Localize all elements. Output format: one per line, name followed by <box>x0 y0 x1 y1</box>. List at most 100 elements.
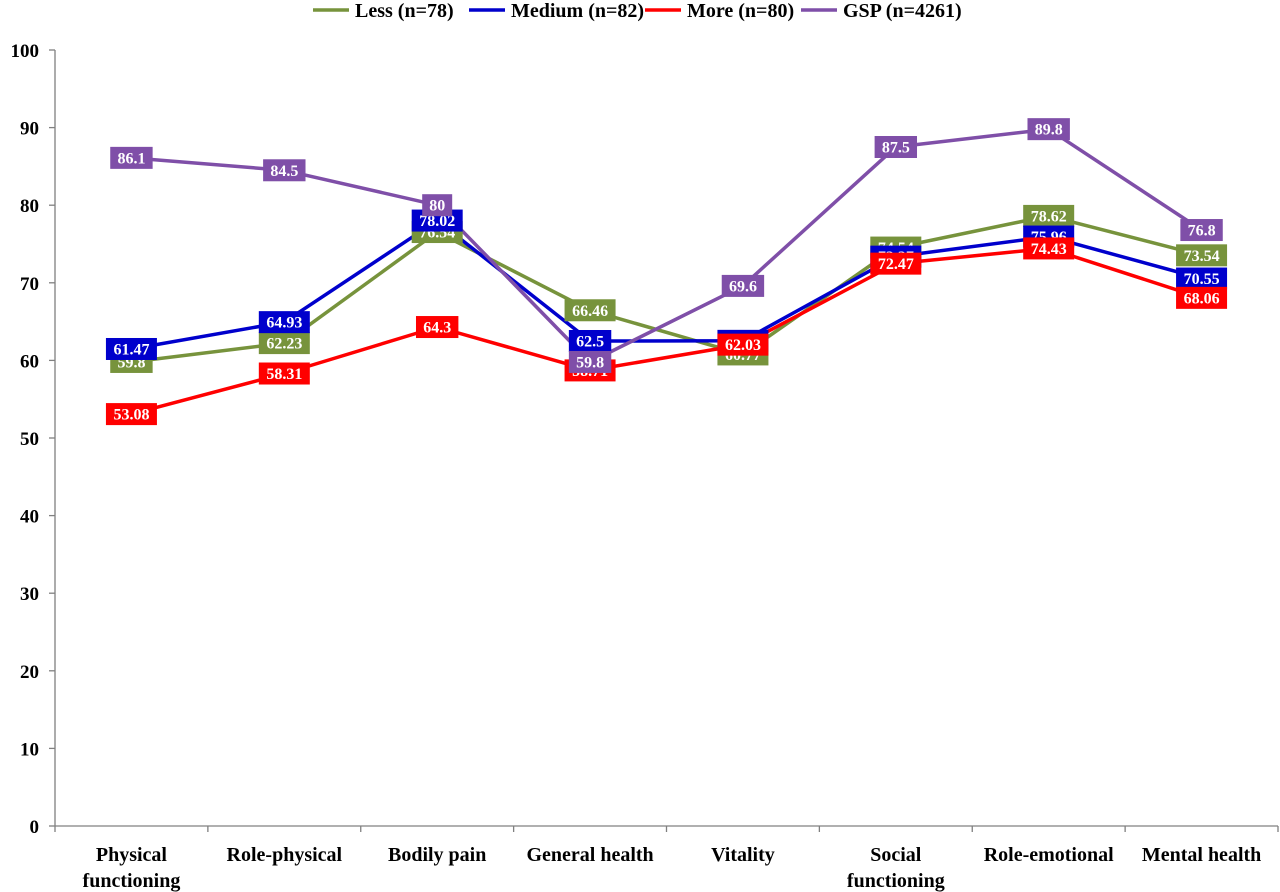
data-label-text: 89.8 <box>1035 122 1063 139</box>
data-label-box <box>422 194 453 217</box>
y-tick-label: 80 <box>20 196 39 217</box>
data-label-box <box>568 330 612 352</box>
data-label-text: 64.3 <box>423 320 451 337</box>
data-label: 84.5 <box>263 159 306 182</box>
data-label: 76.8 <box>1180 219 1223 242</box>
legend-item-less-n-78: Less (n=78) <box>313 0 454 22</box>
data-label: 89.8 <box>1027 118 1070 141</box>
data-label-box <box>1180 219 1223 242</box>
data-label-text: 53.08 <box>113 407 149 424</box>
legend-item-more-n-80: More (n=80) <box>645 0 794 22</box>
data-label-text: 87.5 <box>882 140 910 157</box>
data-label-box <box>568 350 612 373</box>
y-tick-label: 60 <box>20 351 39 372</box>
legend-label: Less (n=78) <box>355 0 454 22</box>
x-tick-label: General health <box>526 844 653 866</box>
legend: Less (n=78) Medium (n=82) More (n=80) GSP (… <box>313 0 962 22</box>
data-label-text: 62.03 <box>725 337 761 354</box>
data-label: 64.93 <box>258 311 310 334</box>
data-label: 72.47 <box>870 252 922 275</box>
data-label-text: 74.43 <box>1031 241 1067 258</box>
data-label-box <box>717 333 769 356</box>
x-tick-label: Social functioning <box>847 844 945 892</box>
x-tick-label: Mental health <box>1142 844 1261 866</box>
data-label-text: 69.6 <box>729 278 757 295</box>
data-label-text: 78.02 <box>419 213 455 230</box>
data-label: 61.47 <box>105 337 157 360</box>
data-label-box <box>263 159 306 182</box>
data-label-text: 86.1 <box>117 150 145 167</box>
legend-label: GSP (n=4261) <box>843 0 962 22</box>
data-label-box <box>870 252 922 275</box>
data-label-text: 78.62 <box>1031 208 1067 225</box>
data-label-box <box>258 362 310 385</box>
data-label-box <box>1176 267 1228 290</box>
data-label: 78.62 <box>1023 204 1075 227</box>
data-label-text: 64.93 <box>266 315 302 332</box>
data-label: 86.1 <box>110 146 153 169</box>
data-label-text: 62.23 <box>266 336 302 353</box>
legend-label: Medium (n=82) <box>511 0 644 22</box>
y-tick-label: 30 <box>20 584 39 605</box>
data-label: 62.23 <box>258 332 310 355</box>
data-label: 68.06 <box>1176 286 1228 309</box>
y-tick-label: 10 <box>20 739 39 760</box>
data-label-text: 62.5 <box>576 334 604 351</box>
data-label-text: 61.47 <box>113 341 149 358</box>
axes: 0 10 20 30 40 50 60 70 80 90 100 Physical functionin… <box>11 41 1279 892</box>
data-label: 59.8 <box>568 350 612 373</box>
series-line-gsp-n-4261 <box>131 127 1203 364</box>
y-tick-label: 100 <box>11 41 40 62</box>
x-tick-label: Vitality <box>711 844 775 866</box>
data-label: 87.5 <box>874 136 918 158</box>
data-label-text: 66.46 <box>572 303 608 320</box>
legend-label: More (n=80) <box>687 0 794 22</box>
y-tick-label: 0 <box>30 817 40 838</box>
data-label-box <box>721 274 765 297</box>
data-label-box <box>415 316 459 339</box>
data-label-box <box>1027 118 1070 141</box>
data-label: 66.46 <box>564 299 616 322</box>
y-tick-label: 20 <box>20 662 39 683</box>
data-label: 62.03 <box>717 333 769 356</box>
data-label-box <box>105 337 157 360</box>
data-label: 74.43 <box>1023 237 1075 260</box>
data-label-text: 80 <box>429 198 445 215</box>
data-label-box <box>564 299 616 322</box>
data-label-text: 68.06 <box>1184 290 1220 307</box>
y-tick-label: 50 <box>20 429 39 450</box>
data-label-box <box>874 136 918 158</box>
data-label-box <box>105 403 157 426</box>
y-tick-label: 90 <box>20 119 39 140</box>
data-label-text: 59.8 <box>576 354 604 371</box>
data-label-text: 72.47 <box>878 256 914 273</box>
data-label-text: 70.55 <box>1184 271 1220 288</box>
x-tick-label: Role-physical <box>227 844 343 866</box>
data-label-text: 73.54 <box>1184 248 1220 265</box>
legend-item-gsp-n-4261: GSP (n=4261) <box>801 0 962 22</box>
y-tick-label: 40 <box>20 507 39 528</box>
data-label-box <box>1176 286 1228 309</box>
data-label-box <box>1023 237 1075 260</box>
x-tick-label: Role-emotional <box>984 844 1114 866</box>
data-label: 53.08 <box>105 403 157 426</box>
data-label: 80 <box>422 194 453 217</box>
data-label: 64.3 <box>415 316 459 339</box>
data-label: 70.55 <box>1176 267 1228 290</box>
data-label: 69.6 <box>721 274 765 297</box>
data-label: 73.54 <box>1176 244 1228 267</box>
legend-item-medium-n-82: Medium (n=82) <box>469 0 644 22</box>
x-tick-label: Bodily pain <box>388 844 486 866</box>
data-label: 58.31 <box>258 362 310 385</box>
data-label-box <box>258 311 310 334</box>
data-labels: 59.862.2376.5466.4660.7774.5478.6273.546… <box>105 118 1228 426</box>
data-label-text: 76.8 <box>1188 223 1216 240</box>
x-tick-label: Physical functioning <box>83 844 181 892</box>
data-label-box <box>1176 244 1228 267</box>
data-label-box <box>1023 204 1075 227</box>
data-label: 62.5 <box>568 330 612 352</box>
data-label-box <box>258 332 310 355</box>
data-label-text: 58.31 <box>266 366 302 383</box>
data-label-text: 84.5 <box>270 163 298 180</box>
